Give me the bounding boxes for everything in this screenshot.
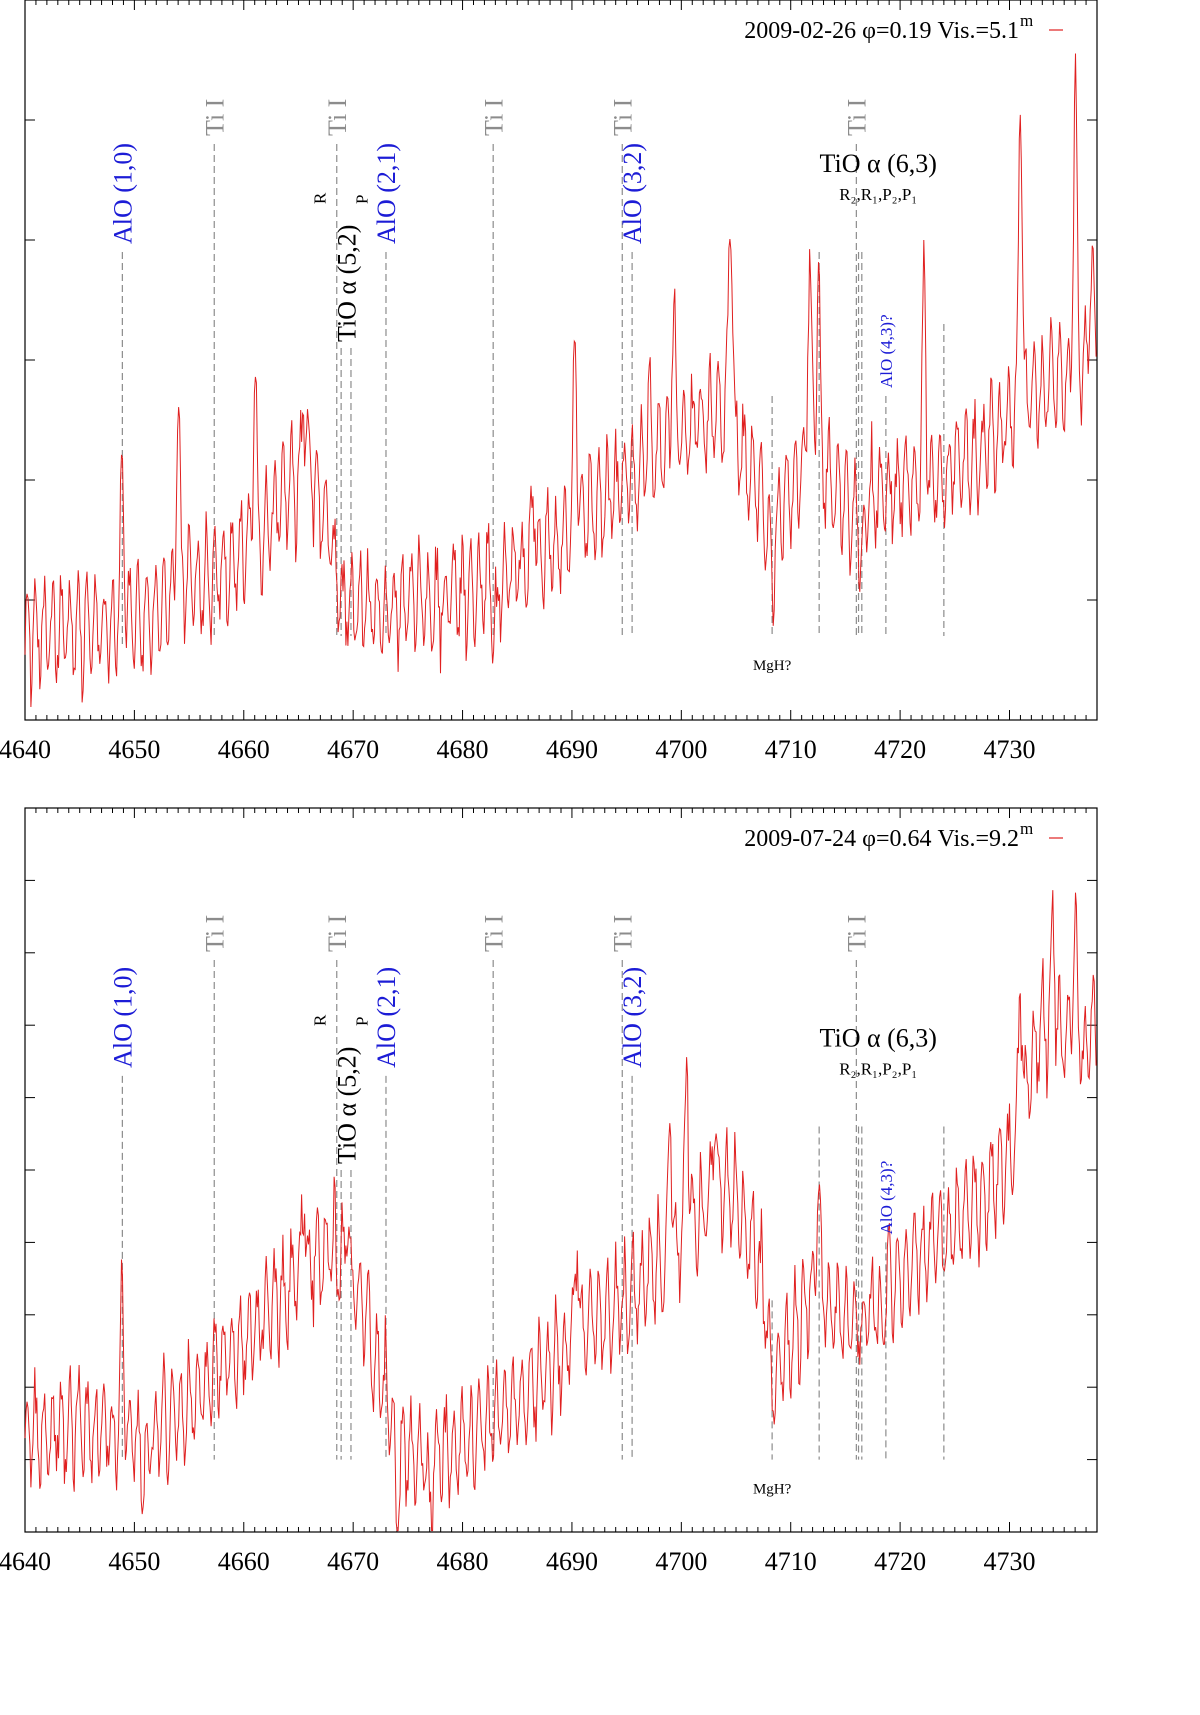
x-tick-label: 4680	[437, 735, 489, 764]
alo-label: AlO (3,2)	[618, 967, 647, 1068]
x-tick-label: 4720	[874, 735, 926, 764]
ti-label: Ti I	[200, 915, 229, 952]
ti-label: Ti I	[479, 915, 508, 952]
tio-52-label: TiO α (5,2)	[333, 225, 362, 342]
x-tick-label: 4730	[983, 1547, 1035, 1576]
ti-label: Ti I	[479, 99, 508, 136]
x-tick-label: 4710	[765, 735, 817, 764]
x-tick-label: 4670	[327, 735, 379, 764]
alo-label: AlO (3,2)	[618, 143, 647, 244]
mgh-label: MgH?	[753, 1482, 792, 1498]
tio-52-r: R	[311, 1014, 330, 1026]
x-tick-label: 4670	[327, 1547, 379, 1576]
tio-63-branches: R₂,R₁,P₂,P₁	[839, 185, 917, 204]
x-tick-label: 4640	[0, 735, 51, 764]
x-tick-label: 4700	[655, 735, 707, 764]
ti-label: Ti I	[200, 99, 229, 136]
tio-63-label: TiO α (6,3)	[820, 149, 937, 178]
x-tick-label: 4730	[983, 735, 1035, 764]
panel-2: 4640 4650 4660 4670 4680 4690 4700 4710 4720 4730…	[0, 807, 1098, 1576]
x-tick-label: 4650	[108, 735, 160, 764]
x-tick-label: 4680	[437, 1547, 489, 1576]
ti-label: Ti I	[842, 915, 871, 952]
ti-label: Ti I	[323, 99, 352, 136]
x-tick-label: 4650	[108, 1547, 160, 1576]
tio-63-label: TiO α (6,3)	[820, 1024, 937, 1053]
mgh-label: MgH?	[753, 658, 792, 674]
tio-52-p: P	[353, 195, 372, 204]
x-tick-label: 4700	[655, 1547, 707, 1576]
alo-label: AlO (1,0)	[108, 967, 137, 1068]
panel-1: 4640 4650 4660 4670 4680 4690 4700 4710 4720 4730…	[0, 0, 1098, 764]
plot-frame	[24, 807, 1098, 1533]
alo-label: AlO (2,1)	[372, 143, 401, 244]
x-tick-label: 4690	[546, 1547, 598, 1576]
tio-52-r: R	[311, 192, 330, 204]
x-tick-label: 4720	[874, 1547, 926, 1576]
x-tick-label: 4660	[218, 1547, 270, 1576]
tio-52-label: TiO α (5,2)	[333, 1047, 362, 1164]
x-tick-label: 4640	[0, 1547, 51, 1576]
spectrum-line	[24, 890, 1097, 1532]
ti-label: Ti I	[842, 99, 871, 136]
title-superscript: m	[1020, 819, 1033, 838]
x-tick-label: 4660	[218, 735, 270, 764]
x-tick-label: 4710	[765, 1547, 817, 1576]
alo-label: AlO (4,3)?	[877, 314, 896, 388]
spectrum-line	[24, 53, 1097, 708]
ti-label: Ti I	[608, 99, 637, 136]
title-superscript: m	[1020, 11, 1033, 30]
alo-label: AlO (1,0)	[108, 143, 137, 244]
x-tick-label: 4690	[546, 735, 598, 764]
chart-title: 2009-07-24 φ=0.64 Vis.=9.2	[744, 826, 1019, 852]
ti-label: Ti I	[323, 915, 352, 952]
alo-label: AlO (2,1)	[372, 967, 401, 1068]
chart-title: 2009-02-26 φ=0.19 Vis.=5.1	[744, 18, 1019, 44]
tio-63-branches: R₂,R₁,P₂,P₁	[839, 1060, 917, 1079]
alo-label: AlO (4,3)?	[877, 1161, 896, 1235]
ti-label: Ti I	[608, 915, 637, 952]
tio-52-p: P	[353, 1017, 372, 1026]
